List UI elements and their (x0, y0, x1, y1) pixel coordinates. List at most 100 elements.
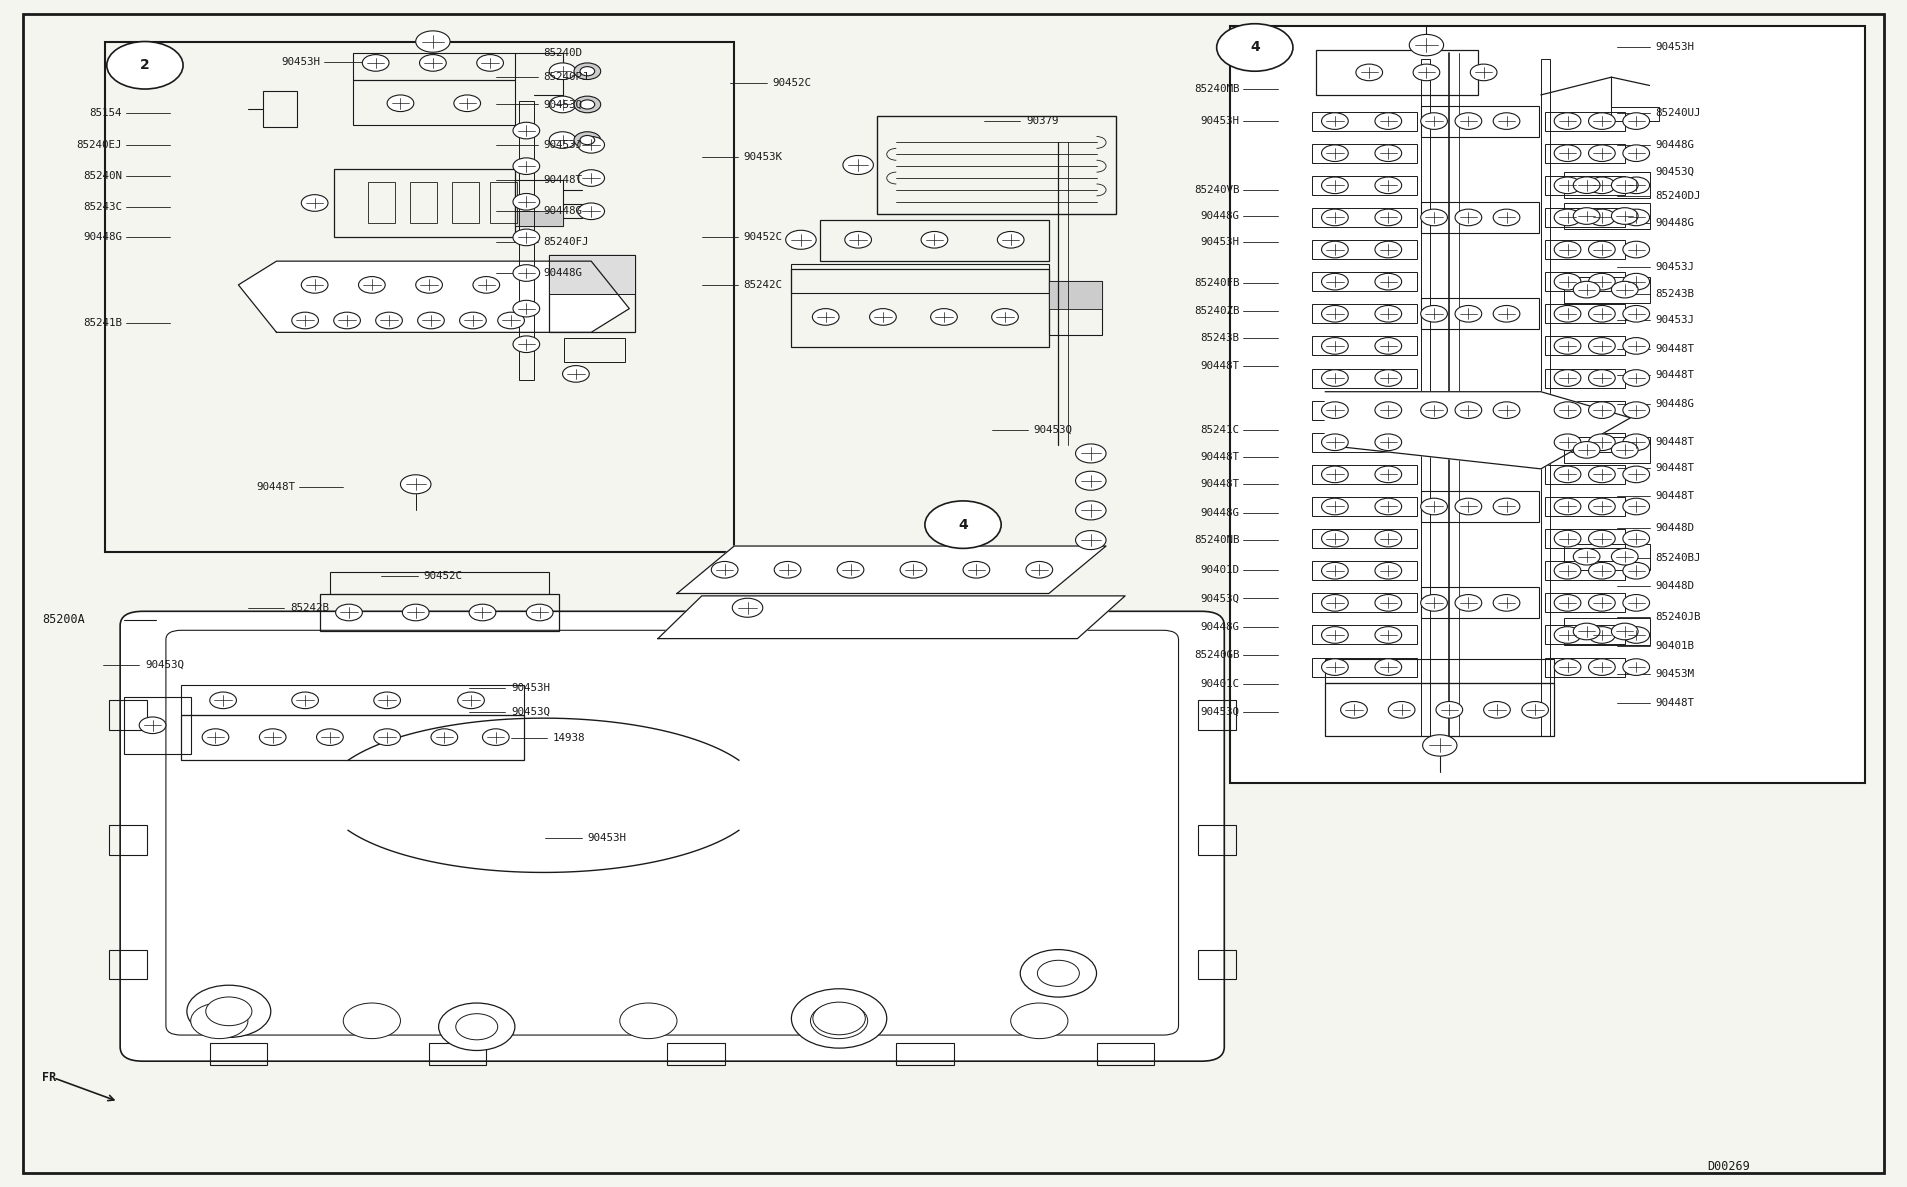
Text: 90453H: 90453H (1655, 43, 1693, 52)
Bar (1545, 401, 1625, 420)
Circle shape (843, 155, 873, 174)
Circle shape (1322, 145, 1348, 161)
Bar (791, 269, 1049, 347)
Circle shape (1573, 177, 1600, 193)
Circle shape (1573, 442, 1600, 458)
Circle shape (1554, 113, 1581, 129)
Circle shape (1611, 442, 1638, 458)
Text: 90448T: 90448T (1201, 452, 1240, 462)
Circle shape (513, 336, 540, 353)
Circle shape (1589, 305, 1615, 322)
Text: 90448T: 90448T (1655, 370, 1693, 380)
Bar (549, 255, 635, 294)
Circle shape (359, 277, 385, 293)
Bar (1312, 529, 1417, 548)
Bar (1545, 240, 1625, 259)
Bar (1545, 176, 1625, 195)
Text: 85200A: 85200A (42, 614, 84, 626)
Text: 85240BJ: 85240BJ (1655, 553, 1701, 563)
Bar (1421, 106, 1539, 137)
Circle shape (1322, 499, 1348, 515)
Circle shape (1589, 531, 1615, 547)
Circle shape (1554, 595, 1581, 611)
Text: 90453Q: 90453Q (1034, 425, 1072, 434)
Text: 85241B: 85241B (84, 318, 122, 328)
Bar (1421, 491, 1539, 522)
Circle shape (1589, 434, 1615, 451)
Circle shape (578, 170, 605, 186)
Bar (1421, 202, 1539, 233)
Circle shape (139, 717, 166, 734)
Circle shape (1375, 241, 1402, 258)
Circle shape (812, 309, 839, 325)
Bar (1312, 240, 1417, 259)
Bar (1564, 618, 1650, 645)
Bar (109, 950, 147, 979)
Circle shape (1623, 241, 1650, 258)
Circle shape (1322, 434, 1348, 451)
Circle shape (206, 997, 252, 1026)
Text: 90401D: 90401D (1201, 565, 1240, 575)
Circle shape (549, 96, 576, 113)
Text: 85242C: 85242C (744, 280, 782, 290)
Bar (1545, 304, 1625, 323)
Text: 90448D: 90448D (1655, 523, 1693, 533)
Circle shape (997, 231, 1024, 248)
Circle shape (1611, 281, 1638, 298)
Circle shape (1322, 595, 1348, 611)
Circle shape (1375, 337, 1402, 354)
Circle shape (1076, 531, 1106, 550)
Circle shape (187, 985, 271, 1037)
Bar (877, 116, 1116, 214)
Text: 85240FJ: 85240FJ (543, 237, 589, 247)
Circle shape (1322, 402, 1348, 419)
Circle shape (578, 137, 605, 153)
Circle shape (1589, 241, 1615, 258)
Circle shape (469, 604, 496, 621)
Circle shape (513, 158, 540, 174)
Circle shape (1573, 208, 1600, 224)
Bar (124, 697, 191, 754)
Circle shape (1623, 466, 1650, 483)
Circle shape (580, 66, 595, 76)
Bar (105, 42, 734, 552)
Circle shape (1554, 402, 1581, 419)
FancyBboxPatch shape (120, 611, 1224, 1061)
Circle shape (1076, 471, 1106, 490)
Circle shape (810, 1003, 868, 1039)
Circle shape (1623, 369, 1650, 386)
Text: 90448G: 90448G (1655, 218, 1693, 228)
Circle shape (1554, 273, 1581, 290)
Circle shape (1455, 402, 1482, 419)
Circle shape (1589, 595, 1615, 611)
Bar (1545, 658, 1625, 677)
Text: 90452C: 90452C (423, 571, 461, 580)
Bar (334, 169, 515, 237)
Text: 90379: 90379 (1026, 116, 1058, 126)
Circle shape (1322, 369, 1348, 386)
Circle shape (925, 501, 1001, 548)
Bar (791, 264, 1049, 293)
Circle shape (1589, 466, 1615, 483)
Circle shape (791, 989, 887, 1048)
Circle shape (1554, 209, 1581, 226)
Bar (353, 80, 515, 125)
Text: 90453J: 90453J (1655, 316, 1693, 325)
Text: 90448G: 90448G (1201, 508, 1240, 518)
Circle shape (1589, 659, 1615, 675)
Circle shape (1020, 950, 1097, 997)
Circle shape (202, 729, 229, 745)
Circle shape (1589, 177, 1615, 193)
Text: 85240FB: 85240FB (1194, 278, 1240, 287)
Circle shape (1026, 561, 1053, 578)
Bar (1545, 465, 1625, 484)
Text: FR: FR (42, 1072, 55, 1084)
Circle shape (317, 729, 343, 745)
Text: 90453H: 90453H (1201, 237, 1240, 247)
Bar (1312, 272, 1417, 291)
Circle shape (1554, 177, 1581, 193)
Circle shape (1589, 369, 1615, 386)
Text: 90453Q: 90453Q (145, 660, 183, 669)
Circle shape (513, 300, 540, 317)
Circle shape (1589, 627, 1615, 643)
